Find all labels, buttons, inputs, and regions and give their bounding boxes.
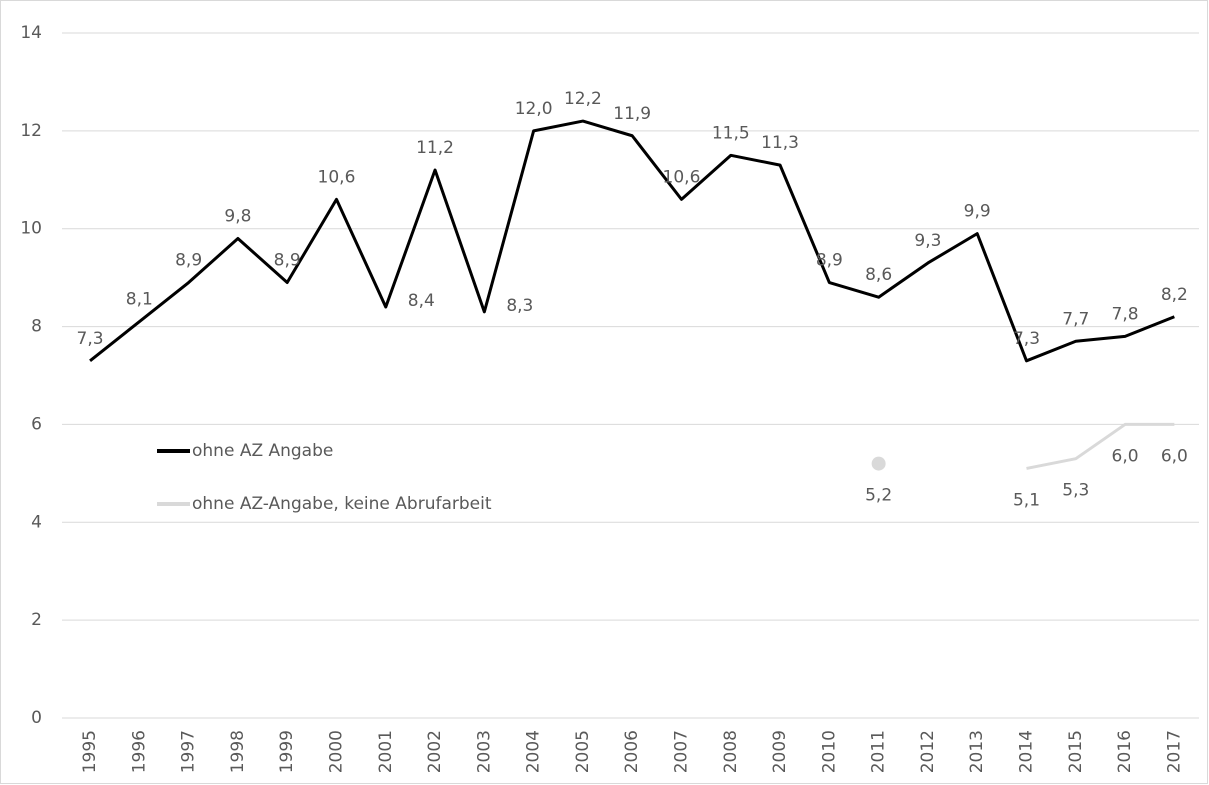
data-label: 9,9 xyxy=(964,202,991,222)
data-label: 11,3 xyxy=(761,133,799,153)
y-tick-label: 4 xyxy=(31,512,42,532)
data-label: 8,9 xyxy=(816,251,843,271)
x-tick-label: 2010 xyxy=(819,730,839,773)
y-tick-label: 0 xyxy=(31,708,42,728)
x-tick-label: 2000 xyxy=(326,730,346,773)
data-label: 8,9 xyxy=(175,251,202,271)
x-tick-label: 2017 xyxy=(1164,730,1184,773)
x-tick-label: 1995 xyxy=(80,730,100,773)
data-label: 12,0 xyxy=(515,99,553,119)
x-tick-label: 2012 xyxy=(918,730,938,773)
data-label: 8,9 xyxy=(274,251,301,271)
data-label: 5,2 xyxy=(865,486,892,506)
x-tick-label: 2009 xyxy=(770,730,790,773)
data-label: 7,8 xyxy=(1112,304,1139,324)
y-tick-label: 2 xyxy=(31,610,42,630)
x-tick-label: 1997 xyxy=(179,730,199,773)
data-line xyxy=(89,119,1175,363)
data-label: 8,4 xyxy=(408,291,435,311)
x-tick-label: 2005 xyxy=(573,730,593,773)
x-tick-label: 2004 xyxy=(524,730,544,773)
data-label: 8,6 xyxy=(865,265,892,285)
y-tick-label: 10 xyxy=(20,219,42,239)
data-line xyxy=(1026,422,1175,470)
data-label: 9,8 xyxy=(224,207,251,227)
x-tick-label: 2002 xyxy=(425,730,445,773)
x-tick-label: 1996 xyxy=(129,730,149,773)
x-tick-label: 2006 xyxy=(622,730,642,773)
y-tick-label: 14 xyxy=(20,23,42,43)
x-tick-label: 2016 xyxy=(1115,730,1135,773)
x-tick-label: 1999 xyxy=(277,730,297,773)
data-label: 11,5 xyxy=(712,123,750,143)
data-label: 7,3 xyxy=(1013,329,1040,349)
x-tick-label: 2013 xyxy=(967,730,987,773)
data-point xyxy=(871,456,886,471)
x-tick-label: 2011 xyxy=(869,730,889,773)
legend-label: ohne AZ-Angabe, keine Abrufarbeit xyxy=(192,494,492,514)
data-label: 5,1 xyxy=(1013,490,1040,510)
data-label: 6,0 xyxy=(1112,446,1139,466)
data-label: 6,0 xyxy=(1161,446,1188,466)
y-tick-label: 6 xyxy=(31,414,42,434)
data-label: 8,1 xyxy=(126,290,153,310)
legend-label: ohne AZ Angabe xyxy=(192,441,333,461)
data-label: 8,2 xyxy=(1161,285,1188,305)
x-tick-label: 2007 xyxy=(671,730,691,773)
x-tick-label: 2015 xyxy=(1066,730,1086,773)
y-tick-label: 8 xyxy=(31,317,42,337)
data-label: 7,3 xyxy=(77,329,104,349)
data-label: 10,6 xyxy=(318,167,356,187)
data-label: 10,6 xyxy=(663,167,701,187)
x-tick-label: 2014 xyxy=(1016,730,1036,773)
y-tick-label: 12 xyxy=(20,121,42,141)
data-label: 8,3 xyxy=(506,296,533,316)
x-tick-label: 2001 xyxy=(376,730,396,773)
data-label: 5,3 xyxy=(1062,481,1089,501)
data-label: 11,2 xyxy=(416,138,454,158)
data-label: 9,3 xyxy=(914,231,941,251)
data-label: 11,9 xyxy=(613,104,651,124)
x-tick-label: 2003 xyxy=(474,730,494,773)
data-label: 7,7 xyxy=(1062,309,1089,329)
x-tick-label: 2008 xyxy=(721,730,741,773)
x-tick-label: 1998 xyxy=(228,730,248,773)
data-label: 12,2 xyxy=(564,89,602,109)
